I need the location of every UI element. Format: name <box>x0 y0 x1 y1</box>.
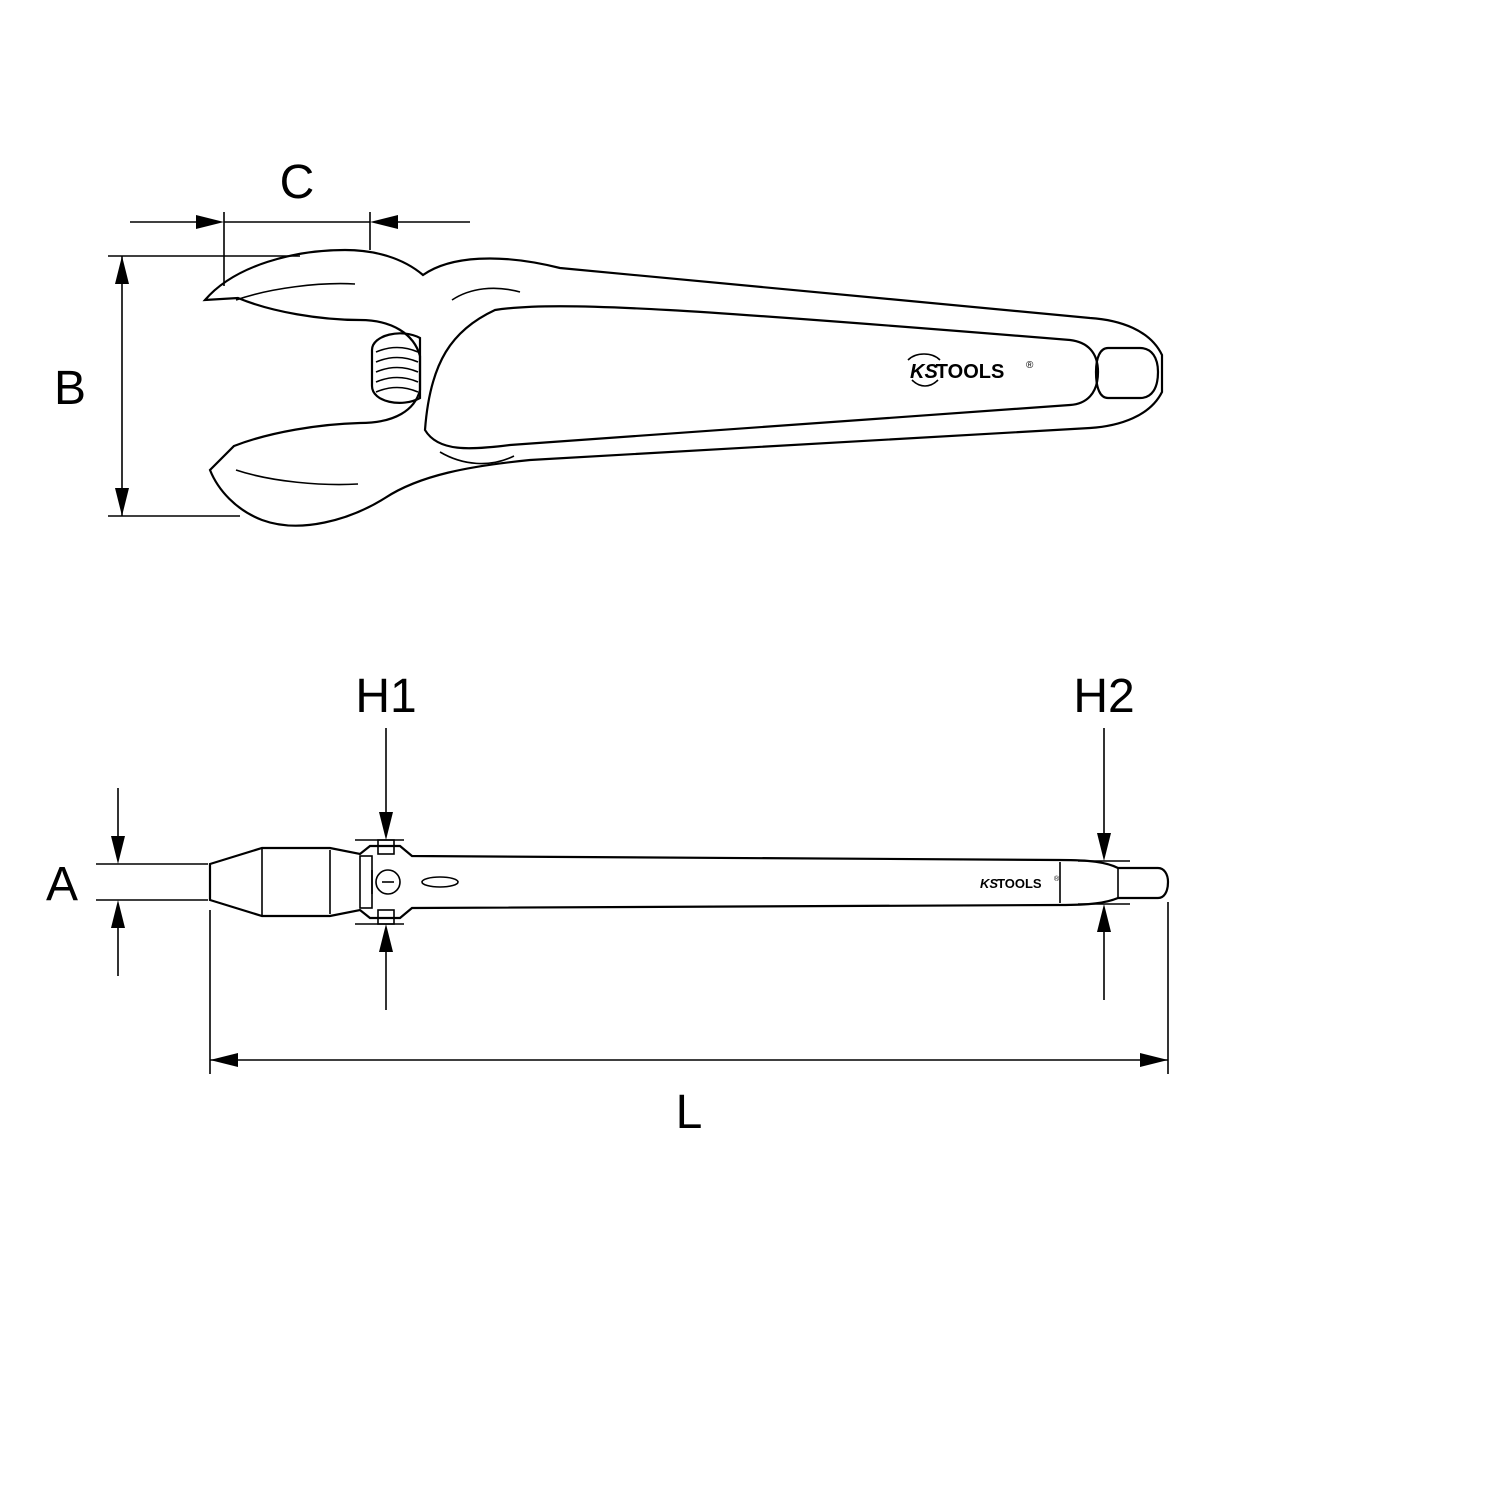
wrench-top-view: KSTOOLS ® C <box>54 156 1162 526</box>
worm-screw <box>372 333 420 403</box>
label-l: L <box>676 1086 703 1139</box>
label-a: A <box>46 858 78 911</box>
svg-text:KSTOOLS: KSTOOLS <box>910 361 1004 383</box>
brand-logo-top: KSTOOLS ® <box>908 354 1034 386</box>
brand-ks-sm: KS <box>980 876 998 891</box>
label-h1: H1 <box>355 670 416 723</box>
label-b: B <box>54 362 86 415</box>
label-c: C <box>280 156 315 209</box>
dimension-c: C <box>130 156 470 286</box>
side-slot <box>422 877 458 887</box>
dimension-h1: H1 <box>355 670 417 1010</box>
wrench-side-view: KSTOOLS ® A H1 <box>46 670 1168 1139</box>
label-h2: H2 <box>1073 670 1134 723</box>
dimension-a: A <box>46 788 208 976</box>
neck-line-1 <box>452 288 520 300</box>
wrench-top-hang-hole <box>1096 348 1158 398</box>
brand-reg: ® <box>1026 360 1034 371</box>
svg-text:KSTOOLS: KSTOOLS <box>980 876 1042 891</box>
dimension-h2: H2 <box>1073 670 1134 1000</box>
dimension-l: L <box>210 902 1168 1139</box>
brand-ks: KS <box>910 361 938 383</box>
brand-reg-sm: ® <box>1054 875 1060 883</box>
brand-tools-sm: TOOLS <box>997 876 1042 891</box>
brand-logo-side: KSTOOLS ® <box>980 875 1060 891</box>
brand-tools: TOOLS <box>936 361 1005 383</box>
side-adjuster <box>360 840 400 924</box>
lower-jaw-inner <box>236 470 358 484</box>
neck-line-2 <box>440 452 514 464</box>
upper-jaw-inner <box>236 284 355 300</box>
